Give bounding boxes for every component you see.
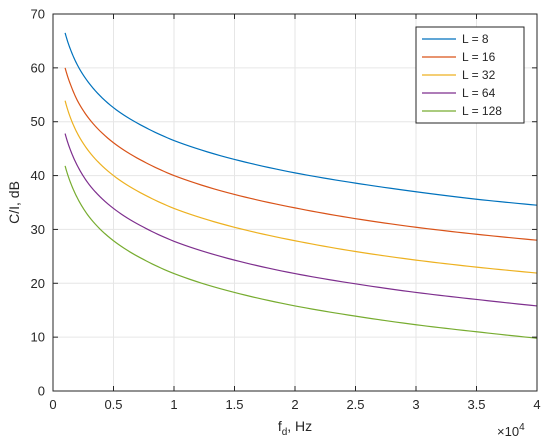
y-tick-label: 50 [31, 114, 45, 129]
series-line [64, 165, 538, 339]
x-tick-label: 3 [412, 397, 419, 412]
x-tick-label: 2 [291, 397, 298, 412]
y-tick-label: 40 [31, 168, 45, 183]
legend-label: L = 8 [462, 32, 489, 46]
x-tick-label: 0 [49, 397, 56, 412]
y-tick-label: 30 [31, 222, 45, 237]
x-tick-label: 2.5 [346, 397, 364, 412]
y-tick-label: 0 [38, 384, 45, 399]
x-axis-multiplier: ×104 [497, 422, 525, 439]
x-tick-label: 1.5 [225, 397, 243, 412]
legend-label: L = 128 [462, 104, 502, 118]
legend: L = 8 L = 16 L = 32 L = 64 L = 128 [415, 26, 525, 124]
x-axis-label: fd, Hz [278, 418, 312, 438]
series-line [64, 100, 538, 274]
y-axis-label: C/I, dB [6, 181, 22, 224]
ticks [52, 13, 538, 392]
y-tick-label: 60 [31, 60, 45, 75]
legend-items: L = 8 L = 16 L = 32 L = 64 L = 128 [422, 32, 502, 118]
series-line [64, 32, 538, 206]
y-tick-label: 70 [31, 7, 45, 22]
x-tick-label: 4 [533, 397, 540, 412]
x-axis-label-main: f [278, 418, 282, 434]
legend-label: L = 64 [462, 86, 496, 100]
y-tick-label: 20 [31, 276, 45, 291]
x-axis-multiplier-base: ×10 [497, 424, 519, 439]
x-axis-multiplier-exponent: 4 [519, 422, 525, 433]
series-line [64, 133, 538, 307]
x-axis-label-subscript: d [282, 427, 288, 438]
legend-label: L = 32 [462, 68, 496, 82]
x-tick-label: 1 [170, 397, 177, 412]
x-tick-label: 0.5 [104, 397, 122, 412]
x-tick-label: 3.5 [467, 397, 485, 412]
y-tick-label: 10 [31, 330, 45, 345]
series-lines [64, 32, 538, 339]
legend-label: L = 16 [462, 50, 496, 64]
series-line [64, 67, 538, 241]
x-axis-label-unit: , Hz [287, 418, 312, 434]
